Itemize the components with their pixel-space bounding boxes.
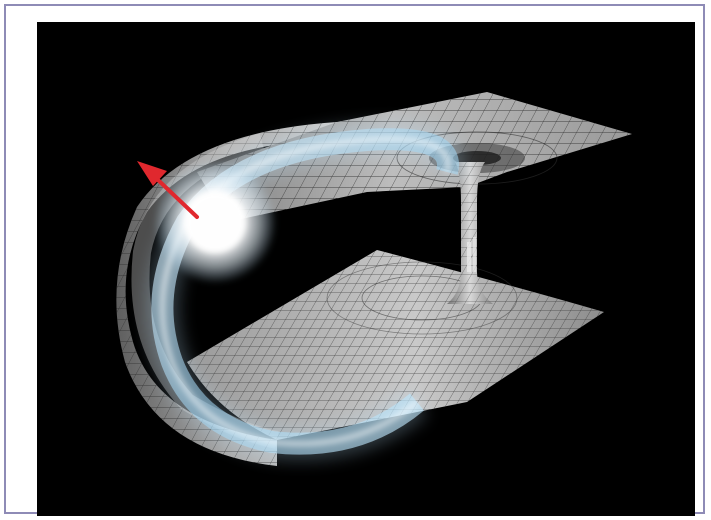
wormhole-illustration: [37, 22, 695, 516]
wormhole-throat: [447, 162, 493, 304]
wormhole-svg: [116, 92, 632, 466]
direction-arrow-icon: [137, 161, 199, 219]
light-source-glow: [153, 160, 277, 284]
image-frame: [4, 4, 705, 516]
lower-spacetime-sheet: [187, 250, 604, 440]
light-path-tube: [145, 122, 465, 461]
